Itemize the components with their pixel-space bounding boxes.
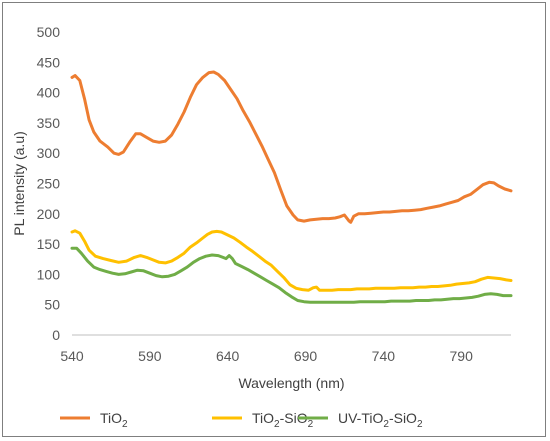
y-axis-ticks: 0 50 100 150 200 250 300 350 400 450 500 <box>37 24 61 343</box>
series-line <box>70 229 513 292</box>
x-tick-label: 640 <box>216 348 240 364</box>
series-line <box>70 70 513 224</box>
y-tick-label: 100 <box>37 266 61 282</box>
y-tick-label: 500 <box>37 24 61 40</box>
y-axis-title: PL intensity (a.u) <box>11 131 27 236</box>
y-tick-label: 300 <box>37 145 61 161</box>
legend-label: TiO2 <box>100 410 128 430</box>
y-tick-label: 200 <box>37 206 61 222</box>
legend-label: UV-TiO2-SiO2 <box>338 410 423 430</box>
y-tick-label: 450 <box>37 54 61 70</box>
y-tick-label: 250 <box>37 176 61 192</box>
x-tick-label: 590 <box>138 348 162 364</box>
legend-label: TiO2-SiO2 <box>252 410 314 430</box>
x-tick-label: 740 <box>372 348 396 364</box>
x-tick-label: 790 <box>450 348 474 364</box>
y-tick-label: 50 <box>44 297 60 313</box>
x-axis-ticks: 540 590 640 690 740 790 <box>60 348 473 364</box>
legend: TiO2 TiO2-SiO2 UV-TiO2-SiO2 <box>60 410 423 430</box>
y-tick-label: 0 <box>52 327 60 343</box>
y-tick-label: 350 <box>37 115 61 131</box>
x-tick-label: 540 <box>60 348 84 364</box>
series-line <box>70 246 513 304</box>
series-layer <box>70 70 513 304</box>
y-tick-label: 400 <box>37 85 61 101</box>
x-tick-label: 690 <box>294 348 318 364</box>
y-tick-label: 150 <box>37 236 61 252</box>
x-axis-title: Wavelength (nm) <box>238 375 344 391</box>
chart-frame <box>2 2 546 437</box>
